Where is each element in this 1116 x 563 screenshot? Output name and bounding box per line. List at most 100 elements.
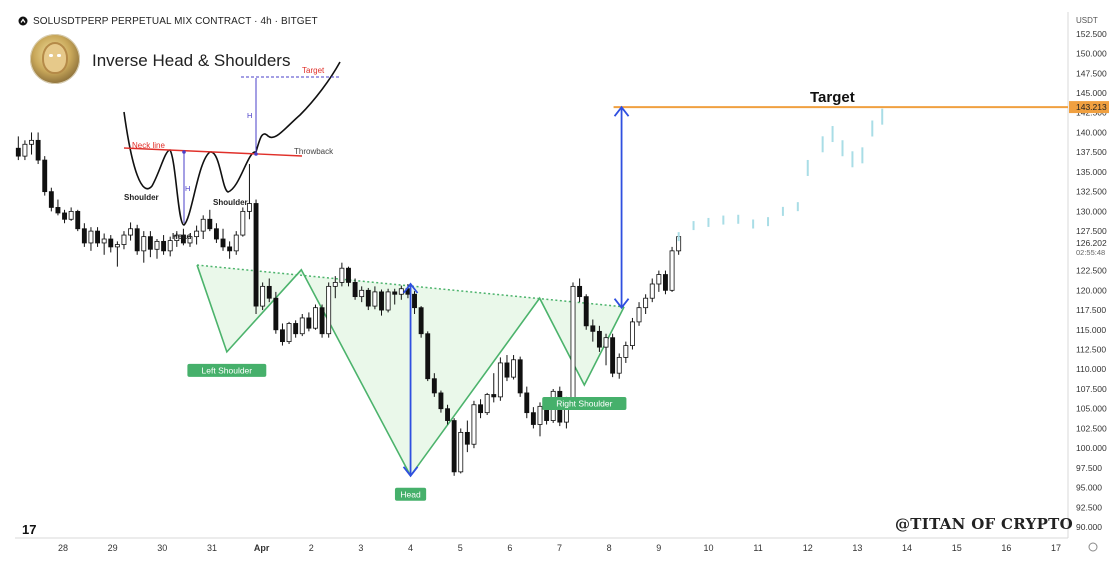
candle-up: [128, 228, 134, 236]
candle-up: [636, 307, 642, 323]
candle-up: [141, 236, 147, 252]
candle-down: [62, 212, 67, 220]
x-tick-label: 17: [1051, 543, 1061, 553]
x-tick-label: 30: [157, 543, 167, 553]
chart-header: SOLUSDTPERP PERPETUAL MIX CONTRACT · 4h …: [18, 14, 318, 28]
y-axis-currency: USDT: [1076, 16, 1098, 25]
candle-up: [299, 317, 305, 335]
candle-down: [392, 291, 398, 295]
x-tick-label: 4: [408, 543, 413, 553]
candle-up: [286, 323, 292, 343]
candle-down: [346, 267, 351, 283]
candle-down: [134, 228, 140, 252]
candle-up: [570, 285, 576, 402]
avatar-eye-right: [57, 54, 61, 57]
avatar-face: [44, 44, 66, 72]
measure-arrow-head-bottom: [402, 466, 419, 478]
candle-down: [266, 285, 272, 299]
candle-up: [649, 283, 655, 299]
candle-up: [240, 210, 246, 236]
candle-down: [280, 329, 285, 343]
candle-up: [233, 234, 239, 252]
candle-up: [669, 250, 675, 291]
candle-down: [35, 139, 41, 161]
candle-down: [418, 307, 424, 335]
y-tick-label: 107.500: [1076, 384, 1107, 394]
candle-down: [524, 392, 530, 414]
candle-up: [194, 230, 200, 238]
candle-up: [332, 282, 338, 287]
measure-arrow-head-top: [613, 105, 630, 117]
y-tick-label: 127.500: [1076, 226, 1107, 236]
candle-down: [663, 274, 668, 291]
candle-up: [121, 234, 127, 245]
candle-up: [471, 404, 477, 445]
inset-throwback-label: Throwback: [294, 147, 334, 156]
measure-arrow-head-top: [402, 282, 419, 294]
candle-down: [491, 394, 497, 398]
x-tick-label: 14: [902, 543, 912, 553]
candle-up: [629, 321, 635, 346]
target-price-value: 143.213: [1076, 102, 1107, 112]
candle-down: [464, 431, 470, 445]
current-price-countdown: 02:55:48: [1076, 248, 1105, 257]
candle-down: [451, 420, 457, 473]
y-tick-label: 135.000: [1076, 167, 1107, 177]
x-tick-label: 5: [458, 543, 463, 553]
pattern-label-bg: [542, 397, 627, 411]
candle-up: [656, 274, 662, 285]
pattern-label: Right Shoulder: [556, 399, 612, 409]
candle-up: [187, 236, 193, 244]
y-tick-label: 137.500: [1076, 147, 1107, 157]
x-tick-label: 2: [309, 543, 314, 553]
candle-up: [68, 210, 74, 220]
candle-up: [372, 291, 378, 307]
candle-down: [478, 404, 484, 414]
x-tick-label: 3: [358, 543, 363, 553]
pattern-label: Left Shoulder: [202, 365, 253, 375]
candle-up: [326, 285, 332, 335]
candle-up: [174, 234, 180, 241]
candle-up: [398, 288, 404, 295]
candle-down: [306, 317, 312, 329]
y-tick-label: 100.000: [1076, 443, 1107, 453]
target-label: Target: [810, 89, 855, 106]
candle-down: [55, 207, 61, 214]
y-tick-label: 117.500: [1076, 305, 1106, 315]
candle-down: [42, 159, 48, 193]
candle-down: [577, 285, 583, 298]
candle-down: [75, 210, 81, 230]
y-tick-label: 122.500: [1076, 266, 1107, 276]
candle-up: [511, 359, 517, 378]
candle-up: [603, 337, 609, 348]
y-tick-label: 150.000: [1076, 49, 1107, 59]
x-tick-label: 15: [952, 543, 962, 553]
y-tick-label: 132.500: [1076, 187, 1107, 197]
x-tick-label: 8: [607, 543, 612, 553]
y-tick-label: 92.500: [1076, 502, 1102, 512]
candle-down: [583, 296, 589, 327]
x-tick-label: 9: [656, 543, 661, 553]
inset-head-label: Head: [172, 232, 192, 241]
symbol-icon: [18, 16, 28, 26]
candle-up: [313, 307, 318, 329]
candle-up: [114, 244, 120, 248]
candle-up: [497, 362, 503, 398]
candle-down: [273, 297, 279, 331]
candle-up: [246, 203, 252, 212]
y-tick-label: 120.000: [1076, 285, 1107, 295]
candle-down: [365, 289, 371, 307]
candle-down: [352, 282, 358, 298]
axes: USDT152.500150.000147.500145.000142.5001…: [15, 12, 1109, 553]
candle-down: [517, 359, 523, 394]
measure-arrow-head-bottom: [613, 298, 630, 310]
x-tick-label: 31: [207, 543, 217, 553]
candle-down: [220, 238, 226, 248]
candle-down: [81, 228, 87, 244]
inset-right-shoulder-label: Shoulder: [213, 198, 248, 207]
candle-down: [213, 228, 219, 240]
candle-up: [260, 285, 266, 307]
tradingview-logo: 17: [22, 522, 37, 537]
y-tick-label: 97.500: [1076, 463, 1102, 473]
